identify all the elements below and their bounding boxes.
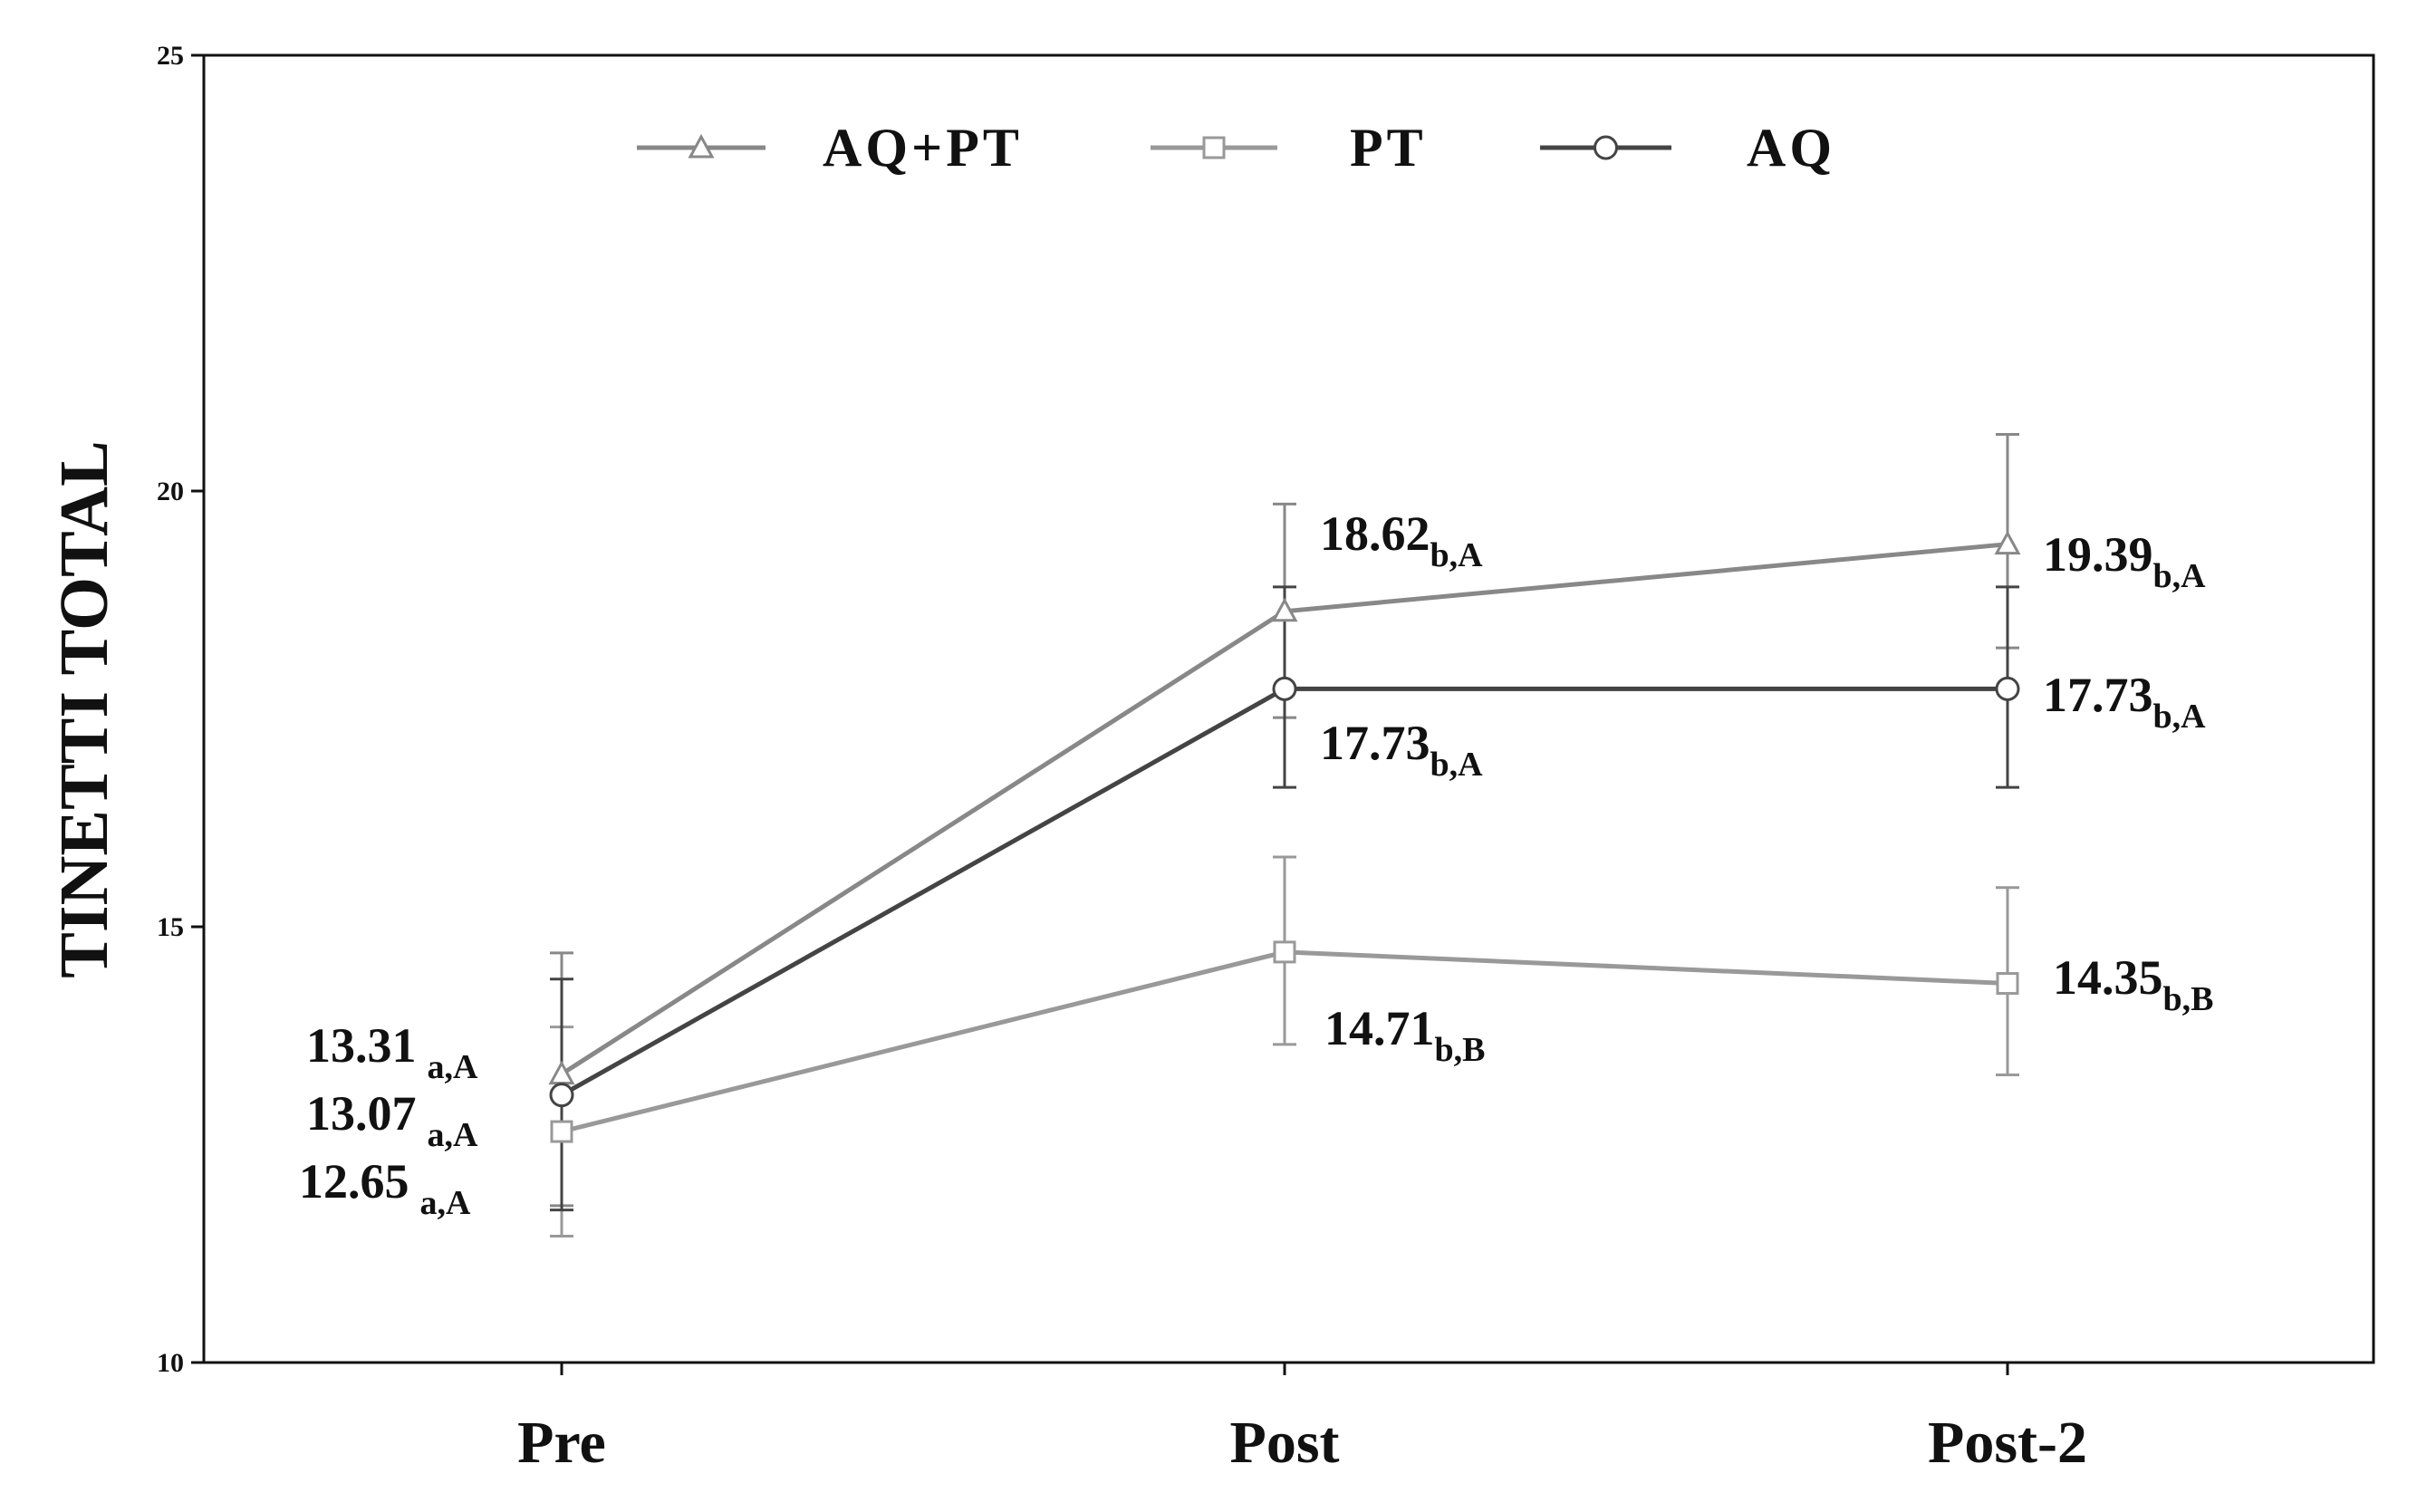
- y-tick-label: 15: [157, 912, 184, 942]
- error-bars: [550, 432, 2019, 1238]
- y-tick-label: 25: [157, 41, 184, 71]
- data-label-subscript: b,A: [1430, 746, 1484, 784]
- data-label-value: 12.65: [299, 1154, 409, 1209]
- data-point: [548, 1060, 575, 1085]
- x-tick-label: Pre: [517, 1410, 606, 1476]
- data-label: 19.39b,A: [2043, 527, 2206, 595]
- data-point: [550, 1120, 573, 1143]
- legend-label: AQ+PT: [823, 118, 1023, 178]
- series-markers: [548, 530, 2021, 1143]
- plot-area-frame: [202, 53, 2375, 1364]
- legend-label: AQ: [1747, 118, 1835, 178]
- x-axis: Pre Post Post-2: [517, 1363, 2087, 1476]
- data-point: [549, 1083, 574, 1108]
- data-label-value: 13.31: [306, 1018, 417, 1073]
- legend-label: PT: [1350, 118, 1427, 178]
- data-point: [1272, 676, 1297, 701]
- data-point: [1996, 972, 2019, 996]
- data-label-subscript: a,A: [428, 1116, 479, 1154]
- data-label-value: 14.71: [1324, 1001, 1435, 1055]
- data-label: 17.73b,A: [2043, 668, 2206, 736]
- data-label: 14.35b,B: [2053, 950, 2213, 1018]
- data-label-subscript: b,B: [1435, 1031, 1486, 1069]
- y-tick-label: 10: [157, 1348, 184, 1378]
- legend-marker: [688, 133, 715, 159]
- data-label: 18.62b,A: [1320, 506, 1483, 574]
- data-label-subscript: b,B: [2163, 980, 2214, 1018]
- data-label: 17.73b,A: [1320, 716, 1483, 784]
- data-point: [1995, 676, 2020, 701]
- data-label-subscript: a,A: [420, 1184, 472, 1222]
- y-axis: 10 15 20 25: [157, 41, 204, 1378]
- data-label-value: 18.62: [1320, 506, 1430, 561]
- data-labels: 13.31 a,A18.62b,A 19.39b,A12.65 a,A14.71b,B…: [299, 506, 2213, 1222]
- data-label-value: 14.35: [2053, 950, 2163, 1005]
- data-label-subscript: a,A: [428, 1048, 479, 1086]
- data-label-value: 17.73: [2043, 668, 2153, 722]
- data-label: 13.31 a,A: [306, 1018, 478, 1086]
- data-label: 13.07 a,A: [306, 1086, 478, 1154]
- data-label-value: 19.39: [2043, 527, 2153, 582]
- data-label: 12.65 a,A: [299, 1154, 471, 1222]
- data-label-subscript: b,A: [2153, 557, 2207, 595]
- data-label-subscript: b,A: [2153, 698, 2207, 736]
- data-point: [1994, 530, 2021, 555]
- x-tick-label: Post-2: [1928, 1410, 2087, 1476]
- data-point: [1273, 940, 1296, 964]
- data-label-value: 17.73: [1320, 716, 1430, 770]
- data-label-subscript: b,A: [1430, 536, 1484, 574]
- legend: AQ+PT PT AQ: [637, 118, 1835, 178]
- y-axis-label: TINETTI TOTAL: [46, 440, 122, 978]
- data-label: 14.71b,B: [1324, 1001, 1485, 1069]
- legend-marker: [1594, 135, 1618, 160]
- y-tick-label: 20: [157, 477, 184, 506]
- legend-marker: [1202, 136, 1226, 159]
- x-tick-label: Post: [1230, 1410, 1340, 1476]
- data-label-value: 13.07: [306, 1086, 417, 1141]
- data-point: [1271, 597, 1298, 622]
